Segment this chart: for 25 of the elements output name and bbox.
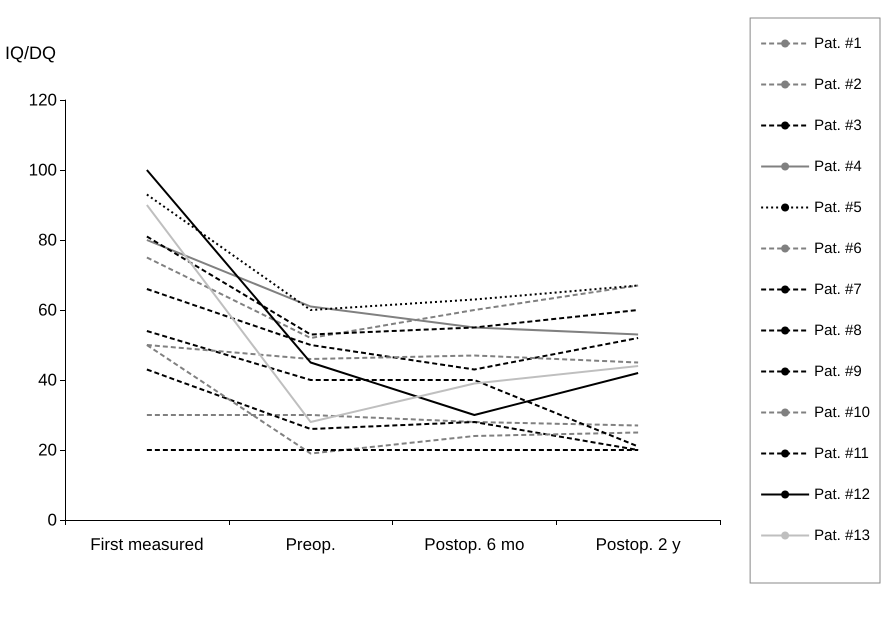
x-tick-label: Postop. 6 mo — [424, 535, 524, 554]
y-tick-label: 40 — [38, 370, 57, 390]
legend-label: Pat. #7 — [814, 281, 862, 298]
legend-label: Pat. #12 — [814, 486, 870, 503]
legend-label: Pat. #5 — [814, 199, 862, 216]
legend-label: Pat. #3 — [814, 117, 862, 134]
legend-label: Pat. #9 — [814, 363, 862, 380]
x-tick-label: First measured — [90, 535, 204, 554]
x-tick-label: Preop. — [286, 535, 336, 554]
legend-label: Pat. #2 — [814, 76, 862, 93]
x-tick-label: Postop. 2 y — [596, 535, 682, 554]
legend-label: Pat. #13 — [814, 527, 870, 544]
legend-label: Pat. #10 — [814, 404, 870, 421]
y-axis-title: IQ/DQ — [5, 43, 56, 63]
legend-label: Pat. #8 — [814, 322, 862, 339]
y-tick-label: 60 — [38, 300, 57, 320]
y-tick-label: 20 — [38, 440, 57, 460]
legend-label: Pat. #4 — [814, 158, 862, 175]
legend-label: Pat. #6 — [814, 240, 862, 257]
y-tick-label: 120 — [28, 90, 57, 110]
y-tick-label: 80 — [38, 230, 57, 250]
y-tick-label: 100 — [28, 160, 57, 180]
y-tick-label: 0 — [48, 510, 57, 530]
legend-label: Pat. #11 — [814, 445, 869, 462]
legend-label: Pat. #1 — [814, 35, 862, 52]
